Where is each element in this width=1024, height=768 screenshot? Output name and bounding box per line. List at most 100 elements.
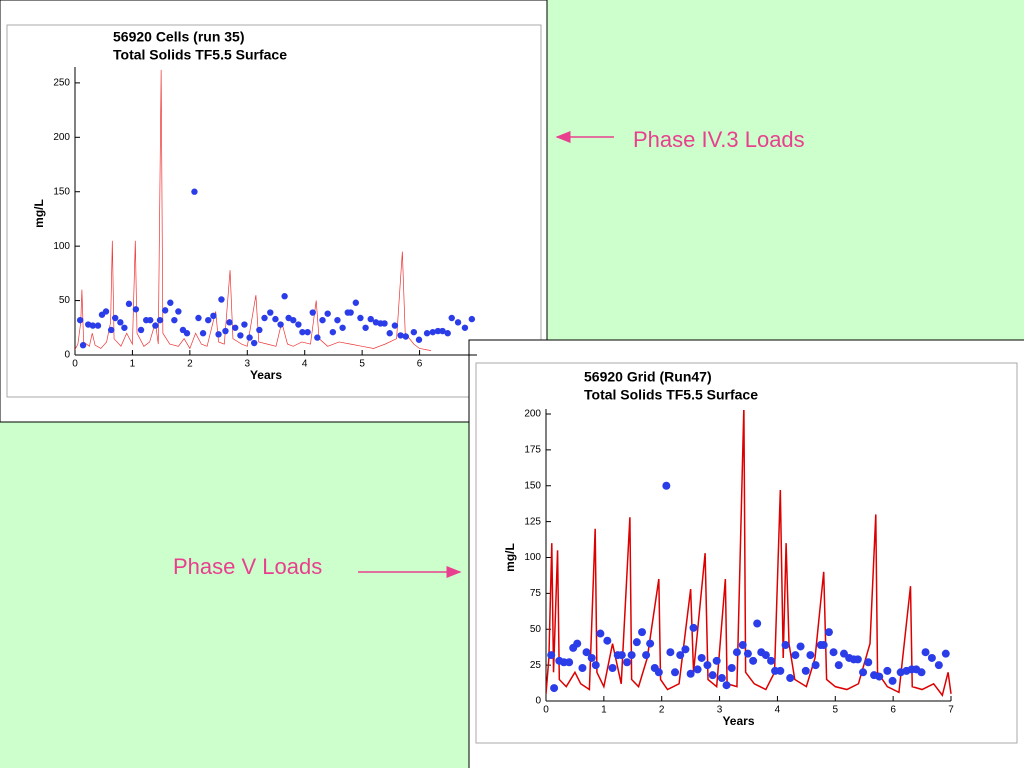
observation-point — [638, 628, 647, 637]
observation-point — [415, 336, 423, 343]
observation-point — [767, 656, 776, 665]
observation-point — [671, 668, 680, 677]
observation-point — [290, 316, 297, 324]
observation-point — [829, 648, 838, 657]
y-tick-label: 100 — [524, 552, 541, 563]
chart-frame — [6, 24, 542, 398]
observation-point — [347, 309, 354, 316]
chart: 56920 Grid (Run47) Total Solids TF5.5 Sur… — [503, 369, 954, 728]
observation-point — [94, 322, 102, 329]
observation-point — [461, 324, 469, 331]
observation-point — [102, 308, 110, 315]
observation-point — [147, 316, 154, 324]
observation-point — [689, 623, 698, 632]
y-tick-label: 125 — [524, 516, 541, 527]
y-tick-label: 0 — [535, 696, 541, 707]
observation-point — [603, 636, 612, 645]
observation-point — [195, 314, 202, 322]
plot-area — [75, 69, 476, 351]
y-tick-label: 0 — [64, 350, 70, 361]
observation-point — [334, 316, 341, 324]
observation-point — [117, 319, 124, 326]
observation-point — [402, 333, 409, 340]
x-tick-label: 6 — [890, 705, 896, 716]
y-tick-label: 50 — [530, 624, 542, 635]
observation-point — [423, 330, 431, 337]
observation-point — [256, 326, 263, 334]
observation-point — [686, 669, 695, 678]
observation-point — [587, 653, 596, 662]
x-tick-label: 5 — [359, 359, 365, 370]
observation-point — [776, 666, 785, 675]
observation-point — [875, 672, 884, 681]
observation-point — [357, 314, 364, 322]
observation-point — [550, 684, 559, 693]
observation-point — [222, 327, 229, 335]
observation-point — [237, 332, 244, 339]
y-tick-label: 150 — [53, 186, 70, 197]
model-line — [75, 69, 432, 351]
x-axis-label: Years — [722, 714, 754, 728]
observation-point — [859, 668, 868, 677]
observation-point — [791, 651, 800, 660]
y-axis-label: mg/L — [32, 199, 46, 228]
observation-point — [152, 322, 159, 329]
observation-point — [226, 319, 233, 326]
observation-point — [76, 316, 84, 324]
observation-point — [681, 645, 690, 654]
observation-point — [410, 328, 418, 336]
observation-point — [267, 309, 274, 316]
observation-point — [654, 668, 663, 677]
observation-point — [921, 648, 930, 657]
observation-point — [454, 319, 462, 326]
x-tick-label: 3 — [245, 359, 251, 370]
observation-point — [608, 663, 617, 672]
observation-point — [632, 638, 641, 647]
observation-point — [309, 309, 316, 316]
observation-point — [888, 676, 897, 685]
observation-point — [596, 629, 605, 638]
x-tick-label: 5 — [833, 705, 839, 716]
observation-point — [796, 642, 805, 651]
observation-point — [712, 656, 721, 665]
observation-point — [693, 665, 702, 674]
observation-point — [646, 639, 655, 648]
observation-point — [591, 661, 600, 670]
model-line — [546, 410, 952, 697]
observation-point — [367, 315, 374, 323]
observation-point — [205, 316, 212, 324]
observation-point — [662, 481, 671, 490]
observation-point — [578, 663, 587, 672]
observation-point — [329, 328, 337, 336]
observation-point — [617, 651, 626, 660]
chart-subtitle: Total Solids TF5.5 Surface — [113, 47, 287, 63]
observation-point — [627, 651, 636, 660]
x-tick-label: 3 — [717, 705, 723, 716]
observation-point — [806, 651, 815, 660]
x-tick-label: 4 — [302, 359, 308, 370]
observation-point — [642, 651, 651, 660]
observation-point — [232, 324, 239, 331]
observation-point — [749, 656, 758, 665]
observation-point — [738, 641, 747, 650]
x-tick-label: 6 — [417, 359, 423, 370]
observation-point — [156, 316, 164, 324]
observation-point — [112, 314, 119, 322]
observation-point — [468, 315, 476, 323]
observation-point — [215, 331, 222, 338]
x-tick-label: 7 — [948, 705, 954, 716]
observation-point — [811, 661, 820, 670]
observation-point — [801, 666, 810, 675]
observation-point — [743, 649, 752, 658]
observation-point — [281, 293, 288, 300]
x-tick-label: 0 — [543, 705, 549, 716]
annotation: Phase V Loads — [173, 554, 322, 579]
observation-point — [623, 658, 631, 667]
observation-point — [722, 681, 731, 690]
observation-point — [697, 653, 706, 662]
chart-subtitle: Total Solids TF5.5 Surface — [584, 387, 758, 403]
observation-point — [391, 322, 399, 329]
y-tick-label: 150 — [524, 480, 541, 491]
observation-point — [717, 674, 726, 683]
